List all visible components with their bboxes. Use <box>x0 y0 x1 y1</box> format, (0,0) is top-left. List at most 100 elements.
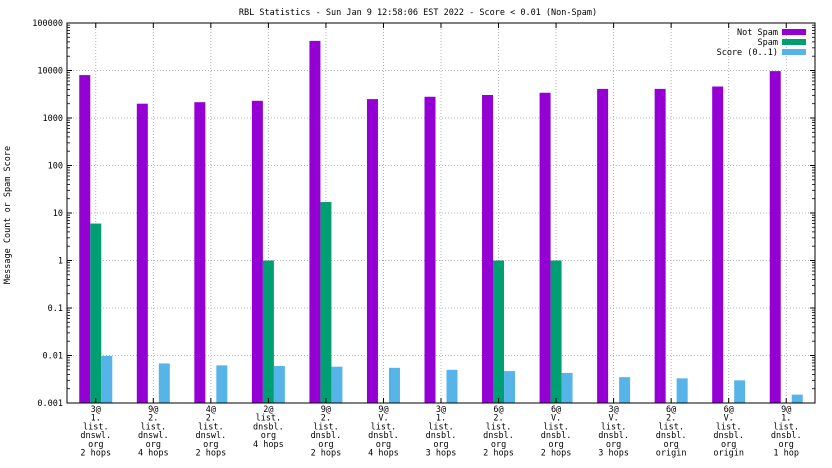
x-tick-label-line: dnsbl. <box>713 431 744 441</box>
x-tick-label-line: 2 hops <box>311 449 342 459</box>
bar-score-0-1 <box>676 378 688 403</box>
x-tick-label-line: org <box>779 440 794 450</box>
x-tick-label: 6@ 2. list. dnsbl. org origin <box>656 405 687 459</box>
bar-not-spam <box>79 75 91 404</box>
x-tick-label-line: 9@ <box>321 405 331 415</box>
bar-not-spam <box>251 100 263 403</box>
x-tick-label-line: 4@ <box>206 405 216 415</box>
bar-score-0-1 <box>791 394 803 403</box>
bar-score-0-1 <box>619 377 631 403</box>
y-tick-label: 100 <box>48 162 63 172</box>
x-tick-label-line: list. <box>141 422 167 432</box>
x-tick-label-line: 3 hops <box>598 449 629 459</box>
bar-score-0-1 <box>158 363 170 403</box>
bar-not-spam <box>712 86 724 403</box>
y-tick-label: 0.1 <box>48 304 63 314</box>
x-tick-label-line: dnsbl. <box>426 431 457 441</box>
x-tick-label-line: dnsbl. <box>483 431 514 441</box>
x-tick-label-line: list. <box>658 422 684 432</box>
x-tick-label-line: list. <box>428 422 454 432</box>
legend-label: Not Spam <box>737 28 778 38</box>
legend-swatch <box>782 39 806 45</box>
x-tick-label-line: list. <box>601 422 627 432</box>
bar-not-spam <box>194 102 206 404</box>
x-tick-label-line: org <box>318 440 333 450</box>
bar-score-0-1 <box>273 366 285 403</box>
bar-not-spam <box>366 99 378 404</box>
x-tick-label-line: org <box>203 440 218 450</box>
x-tick-label-line: 6@ <box>493 405 503 415</box>
x-tick-label: 3@ 1. list. dnswl. org 2 hops <box>80 405 111 459</box>
x-tick-label-line: V. <box>724 414 734 424</box>
y-tick-label: 1 <box>58 257 63 267</box>
bar-spam <box>550 260 562 403</box>
x-tick-label-line: 9@ <box>781 405 791 415</box>
legend-label: Score (0..1) <box>717 48 778 58</box>
bar-score-0-1 <box>388 367 400 403</box>
x-tick-label-line: list. <box>371 422 397 432</box>
x-tick-label-line: list. <box>313 422 339 432</box>
x-tick-label-line: 1 hop <box>773 449 799 459</box>
x-tick-label-line: dnsbl. <box>253 422 284 432</box>
x-tick-label: 6@ V. list. dnsbl. org origin <box>713 405 744 459</box>
x-tick-label-line: 2@ <box>263 405 273 415</box>
bar-not-spam <box>136 103 148 403</box>
x-tick-label-line: dnsbl. <box>541 431 572 441</box>
x-tick-label-line: 2. <box>666 414 676 424</box>
y-tick-label: 0.01 <box>43 352 63 362</box>
x-tick-label: 4@ 2. list. dnswl. org 2 hops <box>195 405 226 459</box>
x-tick-label-line: origin <box>713 449 744 459</box>
x-tick-label-line: list. <box>716 422 742 432</box>
x-tick-label-line: 3@ <box>608 405 618 415</box>
x-tick-label-line: 2 hops <box>541 449 572 459</box>
x-tick-label-line: list. <box>773 422 799 432</box>
bar-score-0-1 <box>446 369 458 403</box>
x-tick-label-line: org <box>491 440 506 450</box>
x-tick-label-line: org <box>663 440 678 450</box>
y-tick-label: 10000 <box>37 67 63 77</box>
x-tick-label-line: 2 hops <box>483 449 514 459</box>
x-tick-label-line: dnsbl. <box>598 431 629 441</box>
bar-not-spam <box>539 92 551 403</box>
x-tick-label-line: 3@ <box>91 405 101 415</box>
x-tick-label-line: list. <box>486 422 512 432</box>
x-tick-label-line: list. <box>83 422 109 432</box>
x-tick-label-line: org <box>433 440 448 450</box>
bar-not-spam <box>482 94 494 403</box>
x-tick-label-line: 4 hops <box>368 449 399 459</box>
bar-not-spam <box>769 71 781 403</box>
gridlines <box>67 23 815 403</box>
x-tick-label-line: org <box>606 440 621 450</box>
bar-spam <box>493 260 505 403</box>
x-tick-label-line: 3 hops <box>426 449 457 459</box>
bar-not-spam <box>309 40 321 403</box>
x-tick-label-line: org <box>261 431 276 441</box>
bar-score-0-1 <box>734 380 746 403</box>
x-tick-label-line: list. <box>543 422 569 432</box>
x-tick-label-line: org <box>376 440 391 450</box>
x-tick-label-line: dnsbl. <box>656 431 687 441</box>
x-tick-label-line: 6@ <box>724 405 734 415</box>
x-tick-label-line: 1. <box>91 414 101 424</box>
x-tick-label-line: dnswl. <box>138 431 169 441</box>
x-tick-label-line: 6@ <box>666 405 676 415</box>
x-tick-label-line: 3@ <box>436 405 446 415</box>
x-tick-label-line: dnsbl. <box>368 431 399 441</box>
x-tick-label-line: 9@ <box>378 405 388 415</box>
bar-score-0-1 <box>561 372 573 403</box>
bar-score-0-1 <box>331 366 343 403</box>
bar-not-spam <box>597 88 609 404</box>
bar-score-0-1 <box>216 365 228 403</box>
x-tick-label-line: 6@ <box>551 405 561 415</box>
x-tick-label-line: org <box>548 440 563 450</box>
x-tick-label-line: org <box>88 440 103 450</box>
x-tick-label: 9@ 1. list. dnsbl. org 1 hop <box>771 405 802 459</box>
x-tick-label-line: dnsbl. <box>311 431 342 441</box>
x-tick-label: 2@ list. dnsbl. org 4 hops <box>253 405 284 450</box>
x-tick-label-line: list. <box>256 414 282 424</box>
x-tick-label-line: 4 hops <box>253 440 284 450</box>
x-tick-label-line: V. <box>608 414 618 424</box>
x-tick-label-line: 4 hops <box>138 449 169 459</box>
bar-spam <box>262 260 274 403</box>
